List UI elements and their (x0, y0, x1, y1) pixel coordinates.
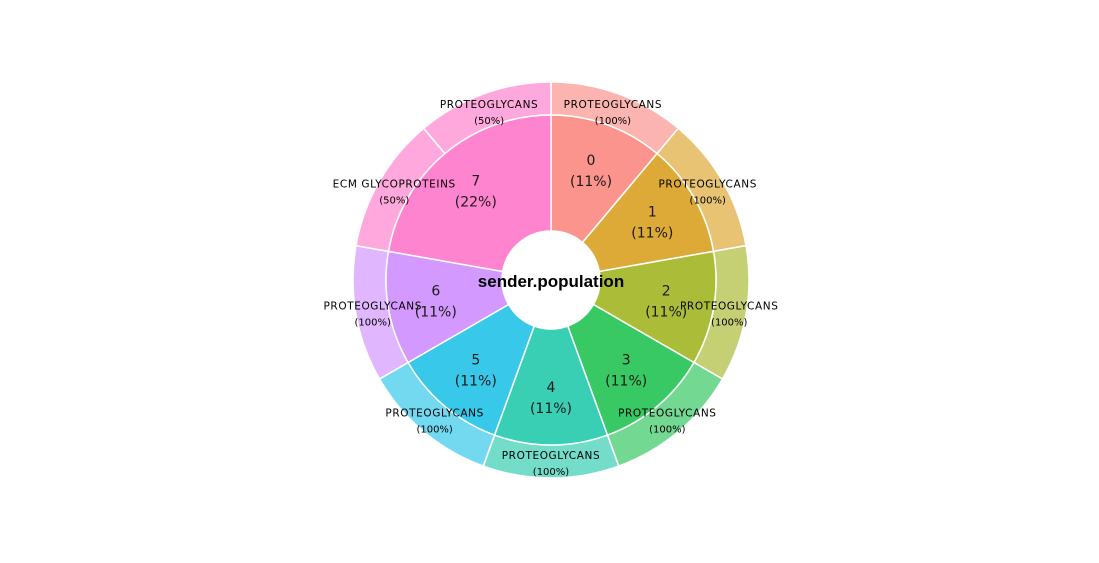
outer-label-percent: (100%) (595, 116, 631, 127)
outer-label-percent: (100%) (533, 467, 569, 478)
inner-label-category: 6 (431, 283, 440, 299)
inner-label-category: 2 (662, 283, 671, 299)
inner-label-category: 4 (547, 380, 556, 396)
outer-label-percent: (100%) (690, 196, 726, 207)
outer-ring (352, 81, 750, 479)
outer-labels: PROTEOGLYCANS (100%) PROTEOGLYCANS (100%) PR… (324, 99, 778, 478)
inner-ring (385, 114, 717, 446)
outer-label-percent: (50%) (474, 116, 504, 127)
inner-label-percent: (11%) (631, 226, 673, 242)
outer-label-category: PROTEOGLYCANS (385, 408, 483, 420)
outer-label-category: PROTEOGLYCANS (440, 99, 538, 111)
inner-label-percent: (11%) (605, 374, 647, 390)
outer-label-category: PROTEOGLYCANS (659, 179, 757, 191)
inner-label-category: 0 (587, 153, 596, 169)
outer-label-percent: (100%) (355, 317, 391, 328)
inner-label-category: 1 (648, 205, 657, 221)
inner-label-percent: (11%) (415, 304, 457, 320)
inner-label-percent: (11%) (455, 374, 497, 390)
inner-label-category: 7 (471, 173, 480, 189)
inner-label-percent: (22%) (455, 194, 497, 210)
outer-label-category: ECM GLYCOPROTEINS (333, 179, 456, 191)
outer-label-category: PROTEOGLYCANS (618, 408, 716, 420)
outer-label-category: PROTEOGLYCANS (324, 300, 422, 312)
outer-label-category: PROTEOGLYCANS (502, 450, 600, 462)
inner-label-percent: (11%) (645, 304, 687, 320)
outer-label-percent: (100%) (649, 425, 685, 436)
outer-label-category: PROTEOGLYCANS (564, 99, 662, 111)
center-hole (502, 231, 600, 329)
outer-label-percent: (100%) (711, 317, 747, 328)
inner-label-percent: (11%) (570, 174, 612, 190)
outer-label-percent: (100%) (416, 425, 452, 436)
outer-label-percent: (50%) (379, 196, 409, 207)
inner-label-category: 3 (622, 353, 631, 369)
inner-labels: 0 (11%) 1 (11%) 2 (11%) 3 (11%) 4 (11%) 5 (11%) 6 (11… (415, 153, 687, 417)
chart-title: sender.population (478, 272, 624, 291)
outer-label-category: PROTEOGLYCANS (680, 300, 778, 312)
inner-label-percent: (11%) (530, 401, 572, 417)
inner-label-category: 5 (471, 353, 480, 369)
